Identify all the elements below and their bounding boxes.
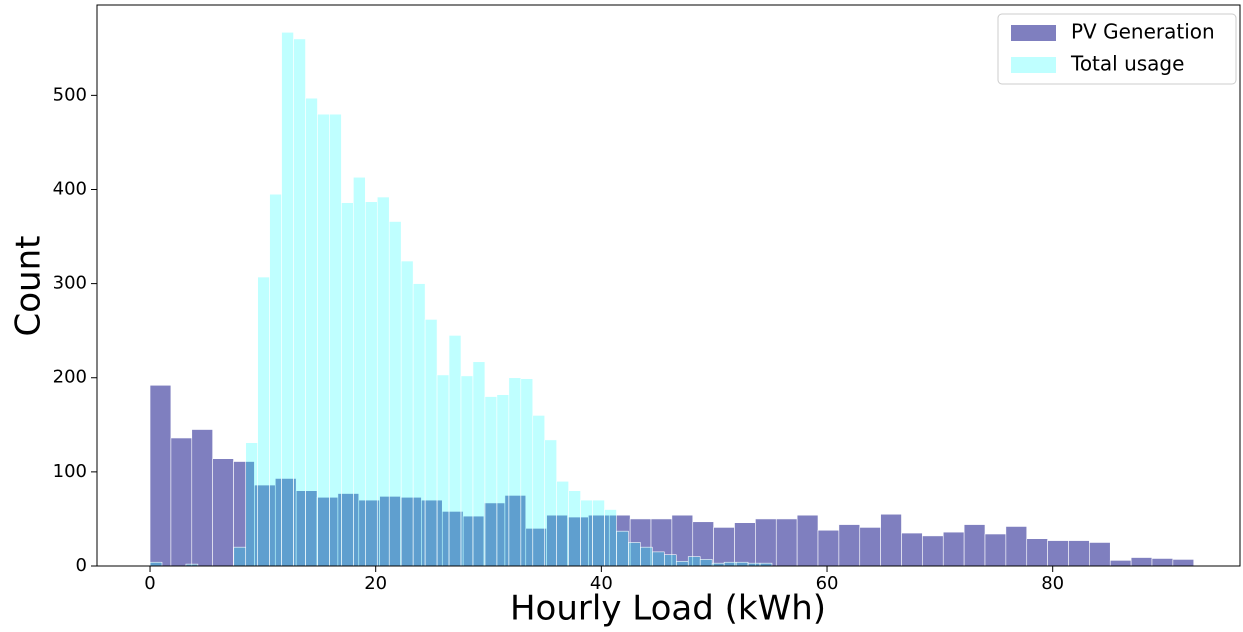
histogram-bar [1130,557,1153,567]
histogram-bar [1089,542,1111,567]
histogram-bar [245,442,258,567]
histogram-bar [984,533,1007,567]
histogram-bar [496,394,510,567]
histogram-bar [592,499,605,567]
x-tick-label: 20 [364,573,387,594]
histogram-bar [942,531,965,567]
x-tick-label: 80 [1041,573,1064,594]
histogram-bar [424,319,438,567]
histogram-bar [901,532,923,567]
histogram-bar [191,429,213,567]
y-tick-label: 200 [53,367,87,388]
histogram-bar [544,439,557,567]
histogram-bar [233,546,247,567]
histogram-bar [755,518,777,567]
histogram-bar [269,193,282,567]
legend-swatch [1011,25,1056,41]
histogram-bar [735,561,749,567]
histogram-bar [472,361,486,567]
histogram-bar [640,546,653,567]
plot-frame [96,4,1241,567]
y-tick-label: 500 [53,84,87,105]
histogram-bar [859,527,881,567]
y-axis-label: Count [9,236,49,337]
x-tick-label: 40 [590,573,613,594]
histogram-bar [675,560,689,567]
histogram-bar [376,196,390,567]
histogram-bar [293,38,306,567]
histogram-bar [170,437,193,567]
histogram-bar [652,551,665,567]
histogram-bar [1109,560,1132,567]
y-tick-label: 100 [53,461,87,482]
legend-box [997,13,1237,85]
histogram-bar [775,518,798,567]
histogram-bar [1047,540,1069,567]
histogram-bar [796,514,819,567]
histogram-bar [580,499,593,567]
histogram-bar [1005,526,1028,567]
y-tick-label: 300 [53,273,87,294]
legend-label: PV Generation [1071,20,1215,44]
legend-swatch [1011,57,1056,73]
histogram-bar [922,535,944,567]
histogram-bar [817,529,840,567]
histogram-bar [723,561,737,567]
histogram-bar [1172,559,1195,567]
histogram-bar [317,113,330,567]
histogram-bar [212,458,234,567]
histogram-bar [257,276,270,567]
y-tick-label: 0 [76,555,87,576]
histogram-bar [353,176,366,567]
histogram-bar [484,396,498,567]
histogram-bar [568,490,581,567]
histogram-bar [281,31,294,567]
histogram-bar [149,384,172,567]
histogram-bar [664,554,677,567]
histogram-bar [556,480,569,567]
histogram-bar [341,202,354,567]
histogram-bar [1026,538,1048,567]
histogram-bar [400,260,414,567]
legend-label: Total usage [1070,52,1184,76]
x-axis-label: Hourly Load (kWh) [510,589,826,629]
histogram-bar [604,509,617,567]
x-tick-label: 60 [816,573,839,594]
histogram-bar [508,377,522,567]
histogram-bar [460,375,474,567]
histogram-bar [880,513,902,567]
histogram-bar [388,221,402,567]
histogram-bar [699,559,713,567]
histogram-bar [1151,558,1174,567]
histogram-bar [412,283,426,567]
histogram-bar [963,524,986,567]
histogram-bar [149,561,163,567]
histogram-bar [838,524,861,567]
histogram-bar [532,415,546,567]
histogram-bar [305,97,318,567]
histogram-bar [713,527,735,567]
histogram-bar [687,556,701,567]
x-tick-label: 0 [144,573,155,594]
histogram-bar [520,378,534,567]
histogram-bar [616,530,629,567]
histogram-bar [329,113,342,567]
y-tick-label: 400 [53,178,87,199]
histogram-bar [1068,540,1090,567]
histogram-bar [365,201,378,567]
histogram-bar [448,335,462,567]
histogram-bar [436,374,450,567]
histogram-bar [628,542,641,567]
histogram-bar [734,522,756,567]
